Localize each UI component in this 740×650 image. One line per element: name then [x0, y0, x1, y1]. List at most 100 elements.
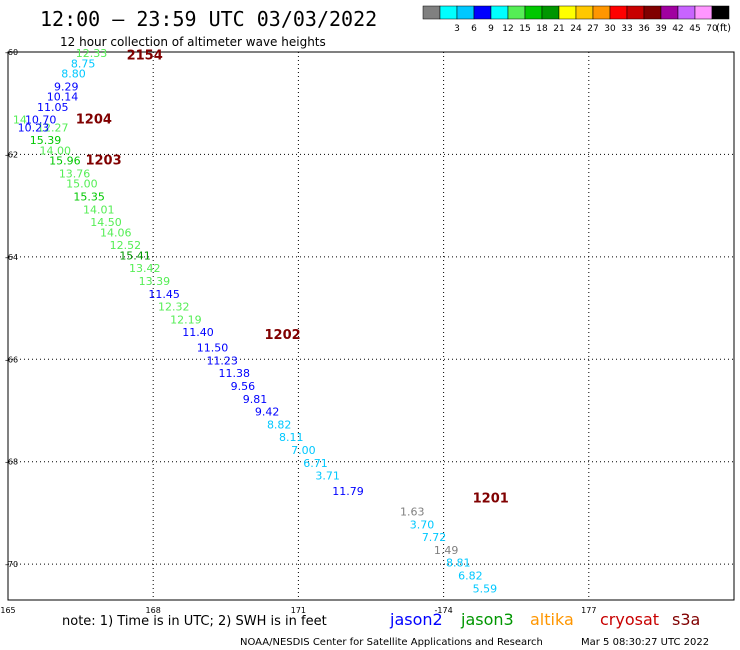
wave-height-value: 6.82 — [458, 570, 483, 583]
wave-height-value: 11.40 — [182, 326, 214, 339]
x-tick-label: 171 — [291, 606, 306, 615]
colorbar-swatch — [626, 5, 645, 20]
colorbar-tick-label: 30 — [604, 24, 616, 34]
colorbar-tick-label: 15 — [519, 24, 530, 34]
wave-height-value: 9.56 — [231, 380, 256, 393]
wave-height-value: 11.45 — [148, 288, 180, 301]
y-tick-label: -64 — [5, 253, 18, 262]
colorbar-swatch — [609, 5, 628, 20]
wave-height-value: 14.00 — [39, 144, 71, 157]
footer-credit: NOAA/NESDIS Center for Satellite Applica… — [240, 637, 543, 648]
colorbar-swatch — [643, 5, 662, 20]
satellite-legend: jason2 jason3 altika cryosat s3a — [389, 610, 700, 629]
wave-height-value: 15.39 — [30, 134, 61, 147]
y-tick-label: -62 — [5, 150, 18, 159]
wave-height-value: 11.38 — [219, 367, 251, 380]
wave-height-value: 13.39 — [139, 275, 171, 288]
x-tick-label: 165 — [0, 606, 15, 615]
wave-height-value: 11.79 — [332, 485, 364, 498]
colorbar-units: (ft) — [716, 23, 731, 34]
colorbar-swatch — [541, 5, 560, 20]
wave-height-value: 14.01 — [83, 203, 115, 216]
colorbar-tick-label: 12 — [502, 24, 513, 34]
data-points: 12.338.758.809.2910.1411.051410.7012.271… — [13, 47, 497, 595]
colorbar-swatch — [456, 5, 475, 20]
colorbar-tick-label: 33 — [621, 24, 632, 34]
wave-height-value: 6.71 — [303, 457, 328, 470]
wave-height-value: 15.35 — [73, 191, 105, 204]
colorbar-swatch — [473, 5, 492, 20]
wave-height-value: 8.11 — [279, 431, 304, 444]
colorbar-swatch — [660, 5, 679, 20]
wave-height-colorbar: 3 6 9 12 15 18 21 24 27 30 33 36 39 42 45 70 — [422, 5, 730, 34]
pass-time-label: 1202 — [265, 328, 301, 343]
axis-ticks: 165 168 171 -174 177 -60 -62 -64 -66 -68 -70 — [0, 48, 596, 615]
colorbar-swatch — [575, 5, 594, 20]
chart-title: 12:00 – 23:59 UTC 03/03/2022 — [40, 7, 377, 31]
satellite-legend-item: s3a — [672, 610, 700, 629]
colorbar-swatch — [592, 5, 611, 20]
wave-height-value: 3.70 — [410, 518, 435, 531]
wave-height-value: 11.50 — [197, 342, 229, 355]
wave-height-value: 8.80 — [61, 68, 86, 81]
plot-frame — [7, 51, 735, 601]
satellite-legend-item: jason3 — [460, 610, 514, 629]
wave-height-value: 8.81 — [446, 557, 471, 570]
chart-subtitle: 12 hour collection of altimeter wave hei… — [60, 35, 326, 49]
colorbar-swatch — [558, 5, 577, 20]
colorbar-swatch — [694, 5, 713, 20]
wave-height-value: 10.70 — [25, 114, 57, 127]
colorbar-tick-label: 70 — [706, 24, 718, 34]
wave-height-value: 14.50 — [90, 216, 122, 229]
colorbar-swatch — [490, 5, 509, 20]
y-tick-label: -68 — [5, 458, 18, 467]
wave-height-value: 11.05 — [37, 101, 69, 114]
wave-height-value: 12.33 — [76, 47, 108, 60]
wave-height-value: 7.00 — [291, 444, 316, 457]
pass-time-label: 1201 — [473, 492, 509, 507]
colorbar-tick-label: 27 — [587, 24, 598, 34]
wave-height-value: 8.75 — [71, 57, 96, 70]
wave-height-value: 12.19 — [170, 313, 202, 326]
colorbar-swatch — [507, 5, 526, 20]
colorbar-swatch — [677, 5, 696, 20]
wave-height-value: 13.76 — [59, 167, 91, 180]
y-tick-label: -60 — [5, 48, 18, 57]
satellite-legend-item: jason2 — [389, 610, 443, 629]
wave-height-value: 14 — [13, 114, 27, 127]
colorbar-tick-label: 36 — [638, 24, 650, 34]
wave-height-value: 5.59 — [473, 582, 498, 595]
wave-height-value: 1.49 — [434, 544, 459, 557]
y-tick-label: -70 — [5, 560, 18, 569]
colorbar-tick-label: 24 — [570, 24, 582, 34]
colorbar-swatch — [422, 5, 441, 20]
colorbar-tick-label: 45 — [689, 24, 700, 34]
wave-height-value: 15.96 — [49, 155, 81, 168]
x-tick-label: -174 — [435, 606, 453, 615]
wave-height-value: 15.41 — [119, 249, 151, 262]
colorbar-tick-label: 6 — [471, 24, 477, 34]
colorbar-tick-label: 18 — [536, 24, 548, 34]
wave-height-value: 9.29 — [54, 80, 78, 93]
colorbar-swatch — [711, 5, 730, 20]
pass-time-label: 2154 — [127, 49, 163, 64]
pass-time-label: 1203 — [85, 154, 121, 169]
wave-height-value: 12.27 — [37, 121, 69, 134]
pass-time-label: 1204 — [76, 113, 112, 128]
wave-height-value: 9.81 — [243, 393, 267, 406]
wave-height-value: 12.32 — [158, 301, 190, 314]
colorbar-swatch — [524, 5, 543, 20]
time-labels: 2154 1204 1203 1202 1201 — [76, 49, 509, 507]
wave-height-value: 11.23 — [206, 354, 238, 367]
wave-height-value: 8.82 — [267, 418, 292, 431]
plot-grid — [7, 51, 735, 601]
x-tick-label: 168 — [146, 606, 161, 615]
wave-height-value: 3.71 — [315, 470, 340, 483]
footer-timestamp: Mar 5 08:30:27 UTC 2022 — [581, 637, 709, 648]
footer-note: note: 1) Time is in UTC; 2) SWH is in fe… — [62, 614, 327, 629]
satellite-legend-item: altika — [530, 610, 574, 629]
wave-height-value: 15.00 — [66, 178, 98, 191]
wave-height-value: 12.52 — [110, 239, 142, 252]
colorbar-swatch — [439, 5, 458, 20]
